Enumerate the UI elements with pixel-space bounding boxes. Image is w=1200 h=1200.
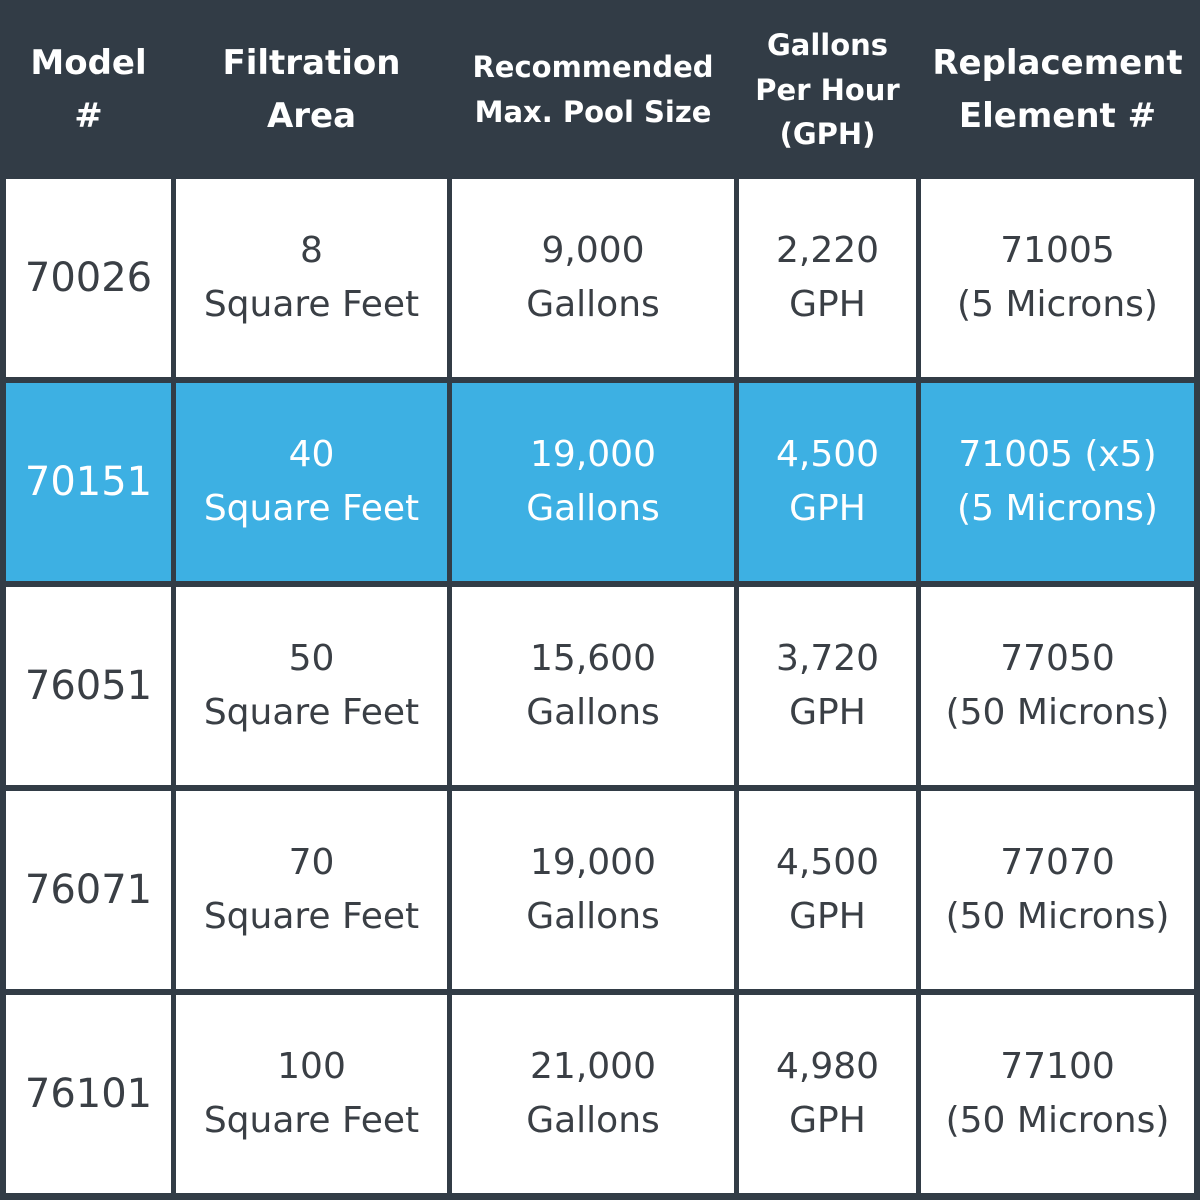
gph-unit: GPH — [789, 284, 866, 325]
area-unit: Square Feet — [203, 896, 420, 937]
cell-filtration-area: 100 Square Feet — [176, 995, 447, 1193]
gph-value: 2,220 — [775, 230, 880, 271]
model-number: 76071 — [24, 867, 153, 913]
area-value: 50 — [288, 638, 335, 679]
gph-unit: GPH — [789, 1100, 866, 1141]
pool-value: 21,000 — [530, 1046, 656, 1087]
pool-unit: Gallons — [526, 692, 660, 733]
area-value: 100 — [277, 1046, 346, 1087]
header-max-pool-size-line-1: Recommended — [472, 50, 714, 85]
cell-max-pool-size: 15,600 Gallons — [452, 587, 734, 785]
gph-value: 4,500 — [775, 842, 880, 883]
header-gallons-per-hour-line-3: (GPH) — [779, 117, 876, 152]
area-unit: Square Feet — [203, 284, 420, 325]
header-gallons-per-hour-line-2: Per Hour — [755, 72, 900, 107]
cell-model: 76101 — [6, 995, 171, 1193]
area-value: 40 — [288, 434, 335, 475]
pool-value: 19,000 — [530, 842, 656, 883]
element-number: 71005 (x5) — [958, 434, 1157, 475]
cell-max-pool-size: 9,000 Gallons — [452, 179, 734, 377]
gph-unit: GPH — [789, 896, 866, 937]
cell-replacement-element: 77050 (50 Microns) — [921, 587, 1194, 785]
cell-gph: 4,980 GPH — [739, 995, 916, 1193]
pool-value: 15,600 — [530, 638, 656, 679]
cell-filtration-area: 40 Square Feet — [176, 383, 447, 581]
cell-gph: 4,500 GPH — [739, 383, 916, 581]
pool-value: 19,000 — [530, 434, 656, 475]
pool-unit: Gallons — [526, 488, 660, 529]
header-replacement-element-line-1: Replacement — [932, 43, 1183, 84]
header-replacement-element: Replacement Element # — [921, 6, 1194, 174]
model-number: 76051 — [24, 663, 153, 709]
cell-model: 70151 — [6, 383, 171, 581]
element-microns: (50 Microns) — [945, 1100, 1170, 1141]
cell-model: 76051 — [6, 587, 171, 785]
header-filtration-area-line-1: Filtration — [222, 43, 401, 84]
cell-max-pool-size: 21,000 Gallons — [452, 995, 734, 1193]
area-unit: Square Feet — [203, 1100, 420, 1141]
pool-unit: Gallons — [526, 1100, 660, 1141]
element-number: 77070 — [1000, 842, 1115, 883]
cell-filtration-area: 50 Square Feet — [176, 587, 447, 785]
cell-replacement-element: 77070 (50 Microns) — [921, 791, 1194, 989]
cell-replacement-element: 71005 (x5) (5 Microns) — [921, 383, 1194, 581]
element-number: 71005 — [1000, 230, 1115, 271]
cell-replacement-element: 71005 (5 Microns) — [921, 179, 1194, 377]
gph-value: 3,720 — [775, 638, 880, 679]
header-model-line-2: # — [74, 96, 103, 136]
gph-value: 4,500 — [775, 434, 880, 475]
cell-max-pool-size: 19,000 Gallons — [452, 791, 734, 989]
header-replacement-element-line-2: Element # — [958, 96, 1157, 136]
header-max-pool-size: Recommended Max. Pool Size — [452, 6, 734, 174]
element-microns: (5 Microns) — [957, 284, 1158, 325]
element-microns: (50 Microns) — [945, 692, 1170, 733]
model-number: 70151 — [24, 459, 153, 505]
header-filtration-area: Filtration Area — [176, 6, 447, 174]
element-microns: (5 Microns) — [957, 488, 1158, 529]
area-unit: Square Feet — [203, 692, 420, 733]
cell-filtration-area: 70 Square Feet — [176, 791, 447, 989]
header-model-line-1: Model — [30, 43, 147, 84]
cell-replacement-element: 77100 (50 Microns) — [921, 995, 1194, 1193]
element-microns: (50 Microns) — [945, 896, 1170, 937]
pool-unit: Gallons — [526, 896, 660, 937]
gph-unit: GPH — [789, 488, 866, 529]
header-max-pool-size-line-2: Max. Pool Size — [474, 95, 712, 129]
element-number: 77100 — [1000, 1046, 1115, 1087]
element-number: 77050 — [1000, 638, 1115, 679]
header-filtration-area-line-2: Area — [266, 96, 357, 136]
pool-unit: Gallons — [526, 284, 660, 325]
area-value: 70 — [288, 842, 335, 883]
gph-unit: GPH — [789, 692, 866, 733]
cell-model: 70026 — [6, 179, 171, 377]
area-value: 8 — [300, 230, 323, 271]
cell-model: 76071 — [6, 791, 171, 989]
header-gallons-per-hour-line-1: Gallons — [766, 27, 889, 62]
model-number: 76101 — [24, 1071, 153, 1117]
header-gallons-per-hour: Gallons Per Hour (GPH) — [739, 6, 916, 174]
cell-max-pool-size: 19,000 Gallons — [452, 383, 734, 581]
cell-gph: 2,220 GPH — [739, 179, 916, 377]
model-number: 70026 — [24, 255, 153, 301]
cell-gph: 4,500 GPH — [739, 791, 916, 989]
gph-value: 4,980 — [775, 1046, 880, 1087]
pool-value: 9,000 — [541, 230, 645, 271]
cell-filtration-area: 8 Square Feet — [176, 179, 447, 377]
area-unit: Square Feet — [203, 488, 420, 529]
header-model: Model # — [6, 6, 171, 174]
cell-gph: 3,720 GPH — [739, 587, 916, 785]
